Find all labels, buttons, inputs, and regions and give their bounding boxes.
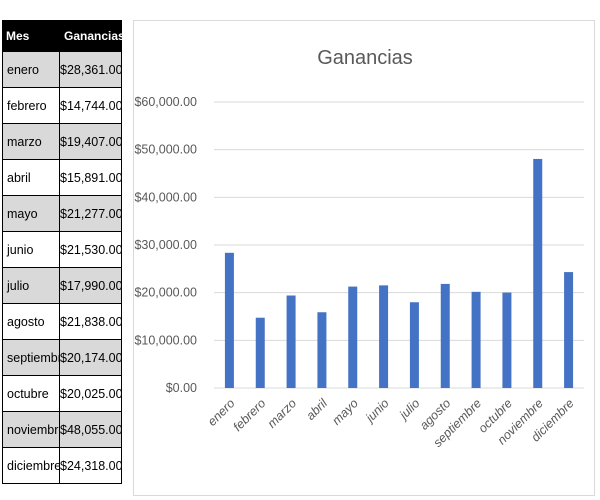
table-row: abril $15,891.00 [2, 159, 122, 196]
bar-diciembre [564, 272, 574, 388]
bar-chart: Ganancias $0.00 $10,000.00 $20,000.00 $30,0… [134, 47, 584, 450]
y-tick-label: $40,000.00 [134, 190, 197, 204]
cell-mes: junio [2, 231, 60, 268]
cell-mes: mayo [2, 195, 60, 232]
cell-ganancias: $20,174.00 [59, 339, 122, 376]
table-row: noviembre $48,055.00 [2, 411, 122, 448]
cell-mes: julio [2, 267, 60, 304]
bar-julio [409, 302, 419, 388]
cell-mes: octubre [2, 375, 60, 412]
table-row: julio $17,990.00 [2, 267, 122, 304]
cell-mes: agosto [2, 303, 60, 340]
cell-ganancias: $24,318.00 [59, 447, 122, 484]
cell-mes: diciembre [2, 447, 60, 484]
x-tick-label: mayo [329, 396, 361, 428]
table-row: junio $21,530.00 [2, 231, 122, 268]
x-tick-label: marzo [265, 396, 299, 430]
cell-ganancias: $21,838.00 [59, 303, 122, 340]
bar-octubre [502, 292, 512, 388]
table-header-row: Mes Ganancias [2, 20, 125, 52]
bar-agosto [440, 283, 450, 388]
table-row: octubre $20,025.00 [2, 375, 122, 412]
table-row: agosto $21,838.00 [2, 303, 122, 340]
earnings-table: Mes Ganancias enero $28,361.00 febrero $… [2, 20, 125, 484]
x-tick-label: abril [303, 395, 330, 422]
y-tick-label: $50,000.00 [134, 143, 197, 157]
bar-mayo [348, 286, 358, 388]
y-tick-label: $30,000.00 [134, 238, 197, 252]
cell-mes: enero [2, 51, 60, 88]
y-tick-label: $0.00 [166, 381, 197, 395]
bars [224, 158, 574, 388]
cell-ganancias: $19,407.00 [59, 123, 122, 160]
cell-ganancias: $21,530.00 [59, 231, 122, 268]
table-row: mayo $21,277.00 [2, 195, 122, 232]
x-tick-label: febrero [230, 396, 268, 434]
y-tick-label: $10,000.00 [134, 333, 197, 347]
cell-ganancias: $17,990.00 [59, 267, 122, 304]
bar-septiembre [471, 291, 481, 388]
table-row: febrero $14,744.00 [2, 87, 122, 124]
chart-title: Ganancias [317, 47, 413, 69]
chart-area: Ganancias $0.00 $10,000.00 $20,000.00 $30,0… [133, 20, 595, 496]
cell-mes: marzo [2, 123, 60, 160]
y-tick-label: $60,000.00 [134, 95, 197, 109]
table-row: enero $28,361.00 [2, 51, 122, 88]
cell-ganancias: $20,025.00 [59, 375, 122, 412]
table-row: septiembre $20,174.00 [2, 339, 122, 376]
bar-noviembre [533, 158, 543, 388]
bar-marzo [286, 295, 296, 388]
cell-ganancias: $15,891.00 [59, 159, 122, 196]
gridlines [214, 101, 584, 389]
x-tick-label: julio [395, 396, 422, 423]
cell-ganancias: $48,055.00 [59, 411, 122, 448]
table-row: diciembre $24,318.00 [2, 447, 122, 484]
table-row: marzo $19,407.00 [2, 123, 122, 160]
cell-mes: abril [2, 159, 60, 196]
header-ganancias: Ganancias [59, 20, 125, 52]
y-tick-label: $20,000.00 [134, 286, 197, 300]
bar-abril [317, 312, 327, 388]
cell-ganancias: $28,361.00 [59, 51, 122, 88]
cell-ganancias: $21,277.00 [59, 195, 122, 232]
y-axis-ticks: $0.00 $10,000.00 $20,000.00 $30,000.00 $40,0… [134, 95, 197, 395]
bar-enero [224, 252, 234, 388]
x-tick-label: junio [362, 396, 392, 426]
cell-mes: febrero [2, 87, 60, 124]
cell-ganancias: $14,744.00 [59, 87, 122, 124]
cell-mes: noviembre [2, 411, 60, 448]
bar-junio [379, 285, 389, 388]
header-mes: Mes [2, 20, 60, 52]
bar-febrero [255, 317, 265, 388]
cell-mes: septiembre [2, 339, 60, 376]
